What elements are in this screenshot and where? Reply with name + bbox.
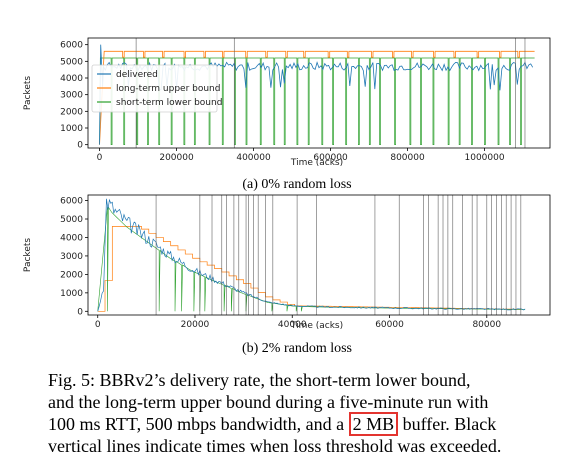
series-long-term-upper-bound — [97, 226, 522, 312]
panel-b-ytick-label: 3000 — [60, 252, 83, 262]
caption-line-3: 100 ms RTT, 500 mbps bandwidth, and a 2 … — [48, 412, 551, 436]
panel-a-caption: (a) 0% random loss — [242, 177, 351, 192]
panel-a-xtick-label: 600000 — [313, 153, 348, 163]
series-delivered — [97, 198, 526, 312]
panel-a-xtick-label: 0 — [97, 153, 103, 163]
panel-b-xtick-label: 80000 — [472, 320, 501, 330]
legend-label-2: short-term lower bound — [116, 98, 222, 108]
panel-b-plot-area — [97, 195, 526, 315]
panel-a-legend: delivered long-term upper bound short-term… — [91, 64, 222, 113]
panel-b-ytick-label: 4000 — [60, 233, 83, 243]
panel-b-ticks: 0 20000 40000 60000 80000 0 1000 2000 3000 4000 50… — [60, 197, 501, 330]
panel-b-caption: (b) 2% random loss — [242, 341, 352, 356]
panel-a-ytick-label: 1000 — [60, 124, 83, 134]
panel-a-ytick-label: 3000 — [60, 91, 83, 101]
panel-b: 0 20000 40000 60000 80000 0 1000 2000 3000 4000 50… — [23, 194, 551, 356]
panel-b-ylabel: Packets — [23, 238, 33, 272]
panel-b-ytick-label: 1000 — [60, 289, 83, 299]
panel-a: 0 200000 400000 600000 800000 1000000 0 1000 200… — [23, 37, 551, 192]
caption-line-2: and the long-term upper bound during a f… — [48, 392, 489, 412]
panel-b-ytick-label: 0 — [77, 307, 83, 317]
panel-b-xlabel: Time (acks) — [290, 321, 343, 331]
panel-b-xtick-label: 60000 — [375, 320, 404, 330]
figure-caption: Fig. 5: BBRv2’s delivery rate, the short… — [48, 369, 551, 457]
caption-line-4: vertical lines indicate times when loss … — [48, 436, 502, 456]
panel-a-ytick-label: 5000 — [60, 57, 83, 67]
series-short-term-lower-bound — [99, 57, 535, 146]
panel-a-xtick-label: 1000000 — [465, 153, 505, 163]
panel-a-ylabel: Packets — [23, 76, 33, 110]
panel-a-xtick-label: 800000 — [390, 153, 425, 163]
panel-b-ytick-label: 5000 — [60, 215, 83, 225]
panel-b-ytick-label: 2000 — [60, 270, 83, 280]
panel-a-xlabel: Time (acks) — [290, 158, 343, 168]
panel-a-ytick-label: 4000 — [60, 74, 83, 84]
caption-line-3-start: 100 ms RTT, 500 mbps bandwidth, and a — [48, 414, 345, 434]
panel-a-ticks: 0 200000 400000 600000 800000 1000000 0 1000 200… — [60, 41, 505, 163]
panel-b-xtick-label: 20000 — [181, 320, 210, 330]
panel-a-frame — [87, 37, 551, 149]
series-short-term-lower-bound — [97, 206, 525, 312]
legend-label-0: delivered — [116, 70, 158, 80]
caption-line-3-end: buffer. Black — [398, 414, 497, 434]
panel-a-xtick-label: 200000 — [159, 153, 194, 163]
series-long-term-upper-bound — [99, 50, 535, 145]
panel-b-xtick-label: 40000 — [278, 320, 307, 330]
panel-a-ytick-label: 6000 — [60, 41, 83, 51]
panel-a-xtick-label: 400000 — [236, 153, 271, 163]
panel-a-ytick-label: 2000 — [60, 107, 83, 117]
panel-b-xtick-label: 0 — [95, 320, 101, 330]
panel-a-ytick-label: 0 — [77, 141, 83, 151]
panel-b-frame — [87, 194, 551, 316]
panel-b-ytick-label: 6000 — [60, 197, 83, 207]
legend-box — [91, 64, 218, 113]
buffer-size-highlight: 2 MB — [348, 412, 399, 436]
caption-line-1: Fig. 5: BBRv2’s delivery rate, the short… — [48, 370, 471, 390]
legend-label-1: long-term upper bound — [116, 84, 220, 94]
